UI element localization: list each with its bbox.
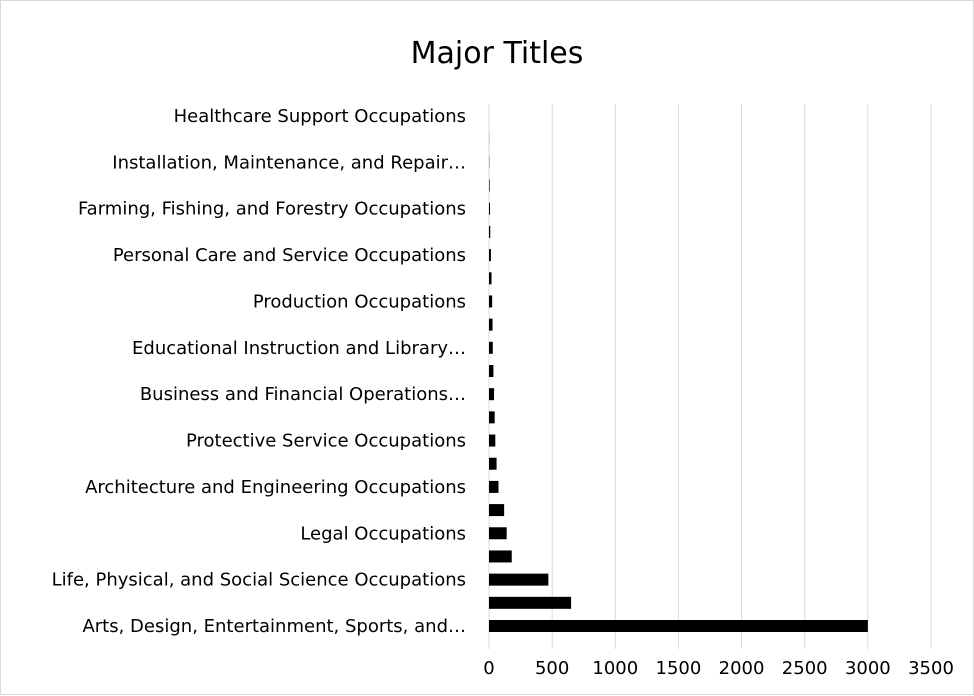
bar: [489, 458, 497, 470]
x-tick-label: 1500: [656, 658, 702, 679]
bar: [489, 180, 490, 192]
bar: [489, 319, 493, 331]
category-label: Production Occupations: [253, 291, 466, 312]
category-label: Farming, Fishing, and Forestry Occupatio…: [78, 199, 466, 220]
bar: [489, 388, 494, 400]
x-tick-label: 0: [483, 658, 494, 679]
bar: [489, 203, 490, 215]
x-axis-tick-labels: 0 500 1000 1500 2000 2500 3000 3500: [483, 658, 954, 679]
bar: [489, 527, 507, 539]
category-label: Installation, Maintenance, and Repair…: [112, 152, 466, 173]
bar: [489, 342, 493, 354]
category-label: Legal Occupations: [300, 523, 466, 544]
bar: [489, 226, 490, 238]
category-label: Educational Instruction and Library…: [132, 338, 466, 359]
bar: [489, 435, 495, 447]
bar: [489, 365, 493, 377]
category-label: Life, Physical, and Social Science Occup…: [52, 570, 466, 591]
x-tick-label: 2500: [782, 658, 828, 679]
x-tick-label: 3500: [908, 658, 954, 679]
category-label: Arts, Design, Entertainment, Sports, and…: [82, 616, 466, 637]
x-tick-label: 1000: [592, 658, 638, 679]
bar: [489, 504, 504, 516]
category-label: Personal Care and Service Occupations: [113, 245, 466, 266]
x-tick-label: 500: [535, 658, 569, 679]
bar: [489, 295, 492, 307]
category-label: Protective Service Occupations: [186, 431, 466, 452]
bar: [489, 481, 498, 493]
bar: [489, 249, 491, 261]
bar: [489, 620, 868, 632]
category-label: Business and Financial Operations…: [140, 384, 466, 405]
bar: [489, 550, 512, 562]
category-labels: Arts, Design, Entertainment, Sports, and…: [52, 106, 466, 637]
bar: [489, 574, 548, 586]
chart-title: Major Titles: [411, 36, 584, 71]
x-tick-label: 3000: [845, 658, 891, 679]
bar: [489, 411, 495, 423]
x-tick-label: 2000: [719, 658, 765, 679]
grid-lines: [489, 104, 931, 649]
bar: [489, 272, 492, 284]
bar: [489, 597, 571, 609]
category-label: Healthcare Support Occupations: [174, 106, 466, 127]
category-label: Architecture and Engineering Occupations: [85, 477, 466, 498]
